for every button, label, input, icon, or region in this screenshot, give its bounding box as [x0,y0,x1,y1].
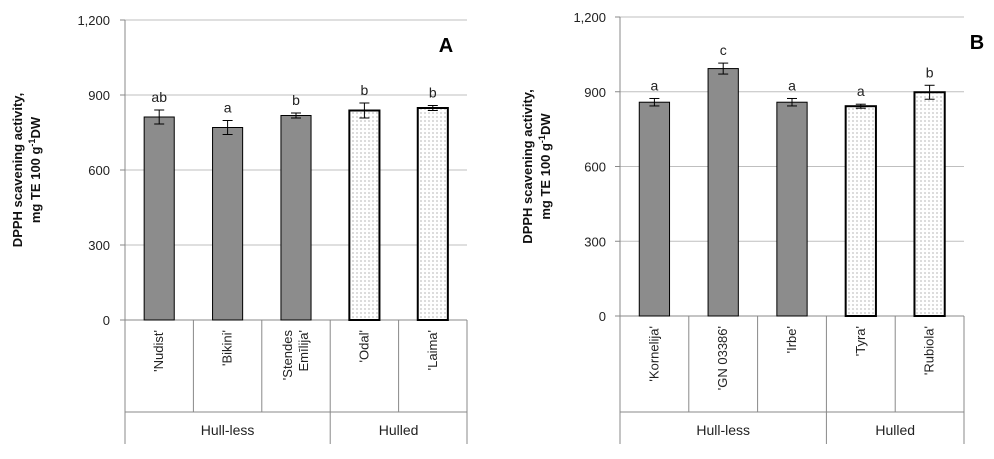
significance-label: b [361,82,369,98]
category-label-line: 'Stendes [280,330,295,381]
significance-label: c [720,42,727,58]
category-label-line: 'Kornelija' [646,326,661,382]
significance-label: b [429,85,437,101]
y-tick-label: 1,200 [573,10,606,25]
y-tick-label: 600 [584,160,606,175]
y-tick-label: 600 [88,163,110,178]
y-tick-label: 1,200 [77,13,110,28]
category-label: 'Irbe' [784,326,799,353]
y-axis-title-superscript: -1 [27,139,37,147]
y-axis-title-line2: mg TE 100 g-1DW [537,113,553,220]
bar [212,127,244,321]
y-tick-label: 300 [88,238,110,253]
chart-panel-b: 0 300 600 900 1,200 a 'Kornelija' c 'GN 03386' a '… [520,10,984,444]
y-axis-title-line2: mg TE 100 g-1DW [27,116,43,223]
group-label: Hull-less [696,422,750,438]
panel-label: B [970,32,984,54]
category-label: 'GN 03386' [715,326,730,390]
y-axis-title-text: DW [538,113,553,135]
category-label: 'Kornelija' [646,326,661,382]
y-axis-title-superscript: -1 [537,135,547,143]
bar [844,105,877,318]
significance-label: a [788,77,796,93]
category-label: 'Bikini' [220,330,235,366]
category-label-line: 'GN 03386' [715,326,730,390]
y-axis-title-line1: DPPH scavening activity, [520,89,535,243]
category-label-line: 'Tyra' [853,326,868,356]
panel-label: A [439,35,453,57]
y-tick-label: 900 [584,85,606,100]
category-label-line: 'Rubiola' [922,326,937,375]
category-label: 'Tyra' [853,326,868,356]
bar [280,115,312,321]
group-label: Hull-less [201,422,255,438]
y-tick-label: 900 [88,88,110,103]
bar [143,116,175,321]
y-axis-title-text: mg TE 100 g [538,143,553,220]
significance-label: a [224,100,232,116]
group-label: Hulled [379,422,419,438]
bar [638,101,671,317]
category-label-line: 'Laima' [425,330,440,370]
category-label: 'Rubiola' [922,326,937,375]
category-label: 'Nudist' [151,330,166,372]
bar [348,109,381,321]
y-tick-label: 300 [584,234,606,249]
bar [707,68,739,317]
category-label: 'Laima' [425,330,440,370]
y-axis-title-text: DW [28,116,43,138]
y-tick-label: 0 [103,313,110,328]
category-label-line: 'Bikini' [220,330,235,366]
bar [776,101,808,317]
bar [416,107,449,321]
category-label: 'StendesEmīlija' [280,330,311,381]
significance-label: a [857,83,865,99]
significance-label: b [292,92,300,108]
significance-label: ab [151,89,167,105]
y-axis-title-line1: DPPH scavening activity, [10,93,25,247]
significance-label: b [926,64,934,80]
group-label: Hulled [875,422,915,438]
significance-label: a [651,77,659,93]
category-label-line: 'Odal' [356,330,371,362]
chart-panel-a: 0 300 600 900 1,200 ab 'Nudist' a 'Bikini' b 'Sten… [10,13,468,444]
category-label-line: 'Irbe' [784,326,799,353]
y-tick-label: 0 [599,309,606,324]
bar [913,91,946,317]
y-axis-title-text: mg TE 100 g [28,146,43,223]
category-label-line: 'Nudist' [151,330,166,372]
category-label: 'Odal' [356,330,371,362]
category-label-line: Emīlija' [296,330,311,372]
